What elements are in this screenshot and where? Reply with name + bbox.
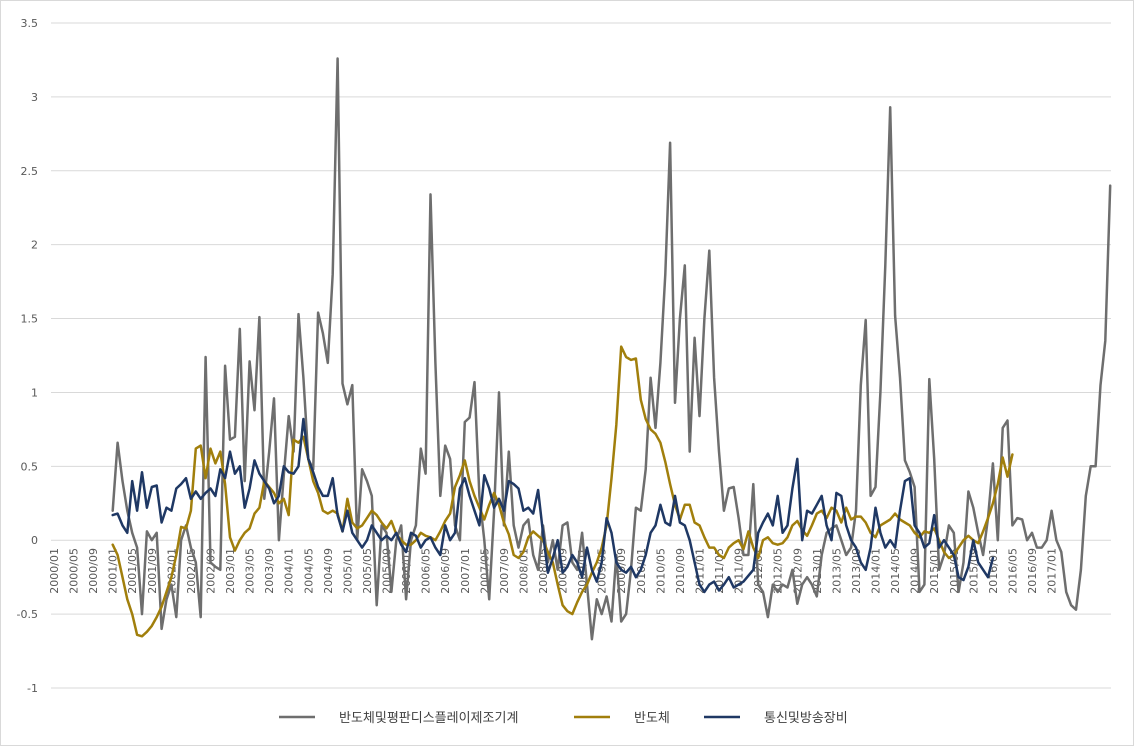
y-tick-label: 2.5 <box>21 165 39 178</box>
y-axis-labels: -1 -0.5 0 0.5 1 1.5 2 2.5 3 3.5 <box>17 17 38 695</box>
legend-label-0: 반도체및평판디스플레이제조기계 <box>339 711 518 726</box>
y-tick-label: 3.5 <box>21 17 39 30</box>
x-tick-label: 2004/01 <box>283 548 296 594</box>
x-tick-label: 2004/09 <box>322 548 335 594</box>
x-tick-label: 2005/05 <box>361 548 374 594</box>
x-tick-label: 2007/09 <box>498 548 511 594</box>
x-tick-label: 2013/09 <box>850 548 863 594</box>
y-tick-label: -1 <box>27 682 38 695</box>
x-tick-label: 2001/01 <box>107 548 120 594</box>
x-tick-label: 2010/05 <box>654 548 667 594</box>
x-tick-label: 2000/01 <box>48 548 61 594</box>
x-tick-label: 2003/09 <box>263 548 276 594</box>
y-tick-label: -0.5 <box>17 608 38 621</box>
x-tick-label: 2000/05 <box>68 548 81 594</box>
series-lines <box>111 57 1112 641</box>
x-tick-label: 2003/01 <box>224 548 237 594</box>
series-line-2 <box>111 417 995 594</box>
y-tick-label: 0.5 <box>21 460 39 473</box>
x-tick-label: 2016/05 <box>1006 548 1019 594</box>
x-tick-label: 2001/09 <box>146 548 159 594</box>
x-tick-label: 2011/05 <box>713 548 726 594</box>
x-tick-label: 2017/01 <box>1046 548 1059 594</box>
x-tick-label: 2007/01 <box>459 548 472 594</box>
x-tick-label: 2003/05 <box>244 548 257 594</box>
x-tick-label: 2010/09 <box>674 548 687 594</box>
x-tick-label: 2006/09 <box>439 548 452 594</box>
x-tick-label: 2011/01 <box>693 548 706 594</box>
x-tick-label: 2016/01 <box>987 548 1000 594</box>
legend: 반도체및평판디스플레이제조기계 반도체 통신및방송장비 <box>279 711 848 726</box>
x-tick-label: 2015/09 <box>967 548 980 594</box>
x-tick-label: 2014/05 <box>889 548 902 594</box>
legend-label-1: 반도체 <box>634 711 670 726</box>
x-tick-label: 2012/05 <box>772 548 785 594</box>
x-tick-label: 2016/09 <box>1026 548 1039 594</box>
series-line-0 <box>111 57 1112 641</box>
y-tick-label: 1 <box>31 386 38 399</box>
y-tick-label: 0 <box>31 534 38 547</box>
x-tick-label: 2005/01 <box>341 548 354 594</box>
series-line-1 <box>111 345 1014 638</box>
x-tick-label: 2004/05 <box>302 548 315 594</box>
x-tick-label: 2000/09 <box>87 548 100 594</box>
x-tick-label: 2008/01 <box>517 548 530 594</box>
x-tick-label: 2006/05 <box>420 548 433 594</box>
x-tick-label: 2002/09 <box>204 548 217 594</box>
x-tick-label: 2013/05 <box>830 548 843 594</box>
x-tick-label: 2001/05 <box>126 548 139 594</box>
y-tick-label: 3 <box>31 91 38 104</box>
legend-label-2: 통신및방송장비 <box>764 711 848 726</box>
y-tick-label: 1.5 <box>21 313 39 326</box>
x-tick-label: 2014/01 <box>870 548 883 594</box>
y-tick-label: 2 <box>31 239 38 252</box>
